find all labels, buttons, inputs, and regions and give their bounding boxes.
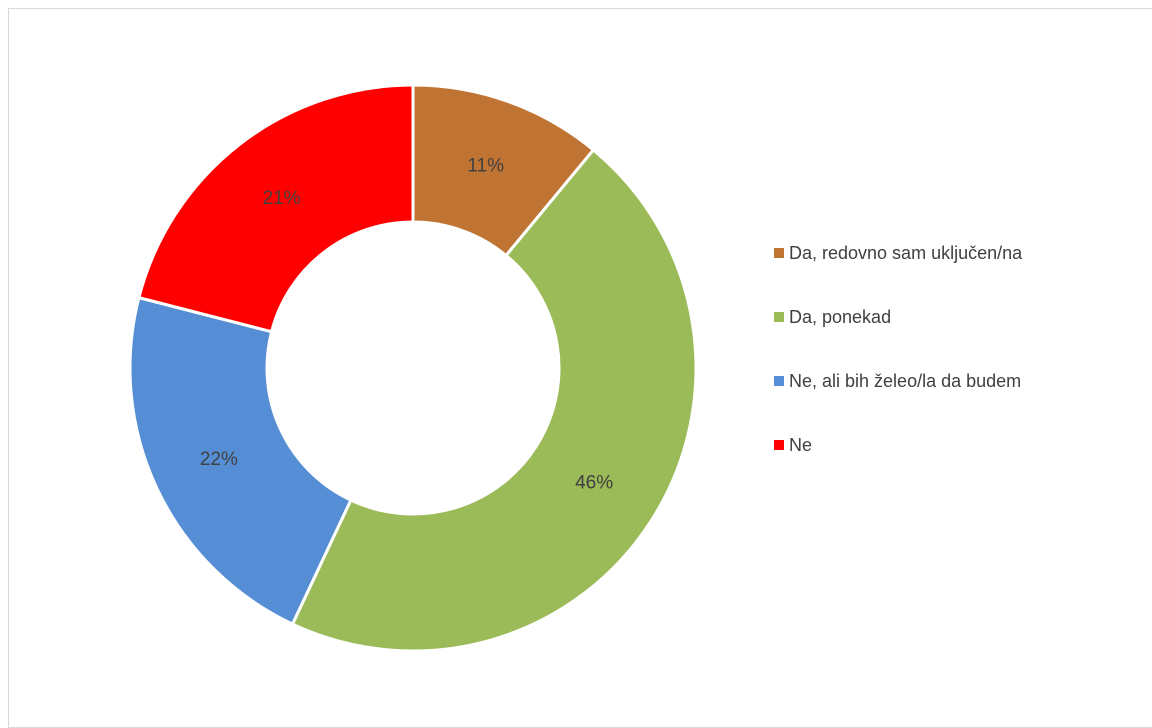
slice-ne-ali-bih-zeleo-la-da-budem [128, 295, 353, 627]
legend-swatch-da-ponekad [774, 312, 784, 322]
slice-ne [137, 83, 415, 334]
slice-da-ponekad [290, 147, 698, 653]
legend: Da, redovno sam uključen/na Da, ponekad Ne… [774, 243, 1023, 455]
legend-label-ne-ali-bih-zeleo-la-da-budem: Ne, ali bih želeo/la da budem [789, 371, 1021, 391]
data-label-ne-ali-bih-zeleo-la-da-budem: 22% [200, 449, 238, 470]
legend-label-ne: Ne [789, 435, 812, 455]
legend-label-da-redovno-sam-ukljucen-na: Da, redovno sam uključen/na [789, 243, 1023, 263]
data-label-da-redovno-sam-ukljucen-na: 11% [467, 156, 504, 177]
data-labels: 11% 46% 22% 21% [200, 156, 613, 494]
data-label-ne: 21% [263, 188, 301, 209]
legend-swatch-ne [774, 440, 784, 450]
legend-swatch-ne-ali-bih-zeleo-la-da-budem [774, 376, 784, 386]
doughnut-slices [128, 83, 698, 653]
legend-swatch-da-redovno-sam-ukljucen-na [774, 248, 784, 258]
data-label-da-ponekad: 46% [575, 472, 613, 493]
legend-label-da-ponekad: Da, ponekad [789, 307, 891, 327]
